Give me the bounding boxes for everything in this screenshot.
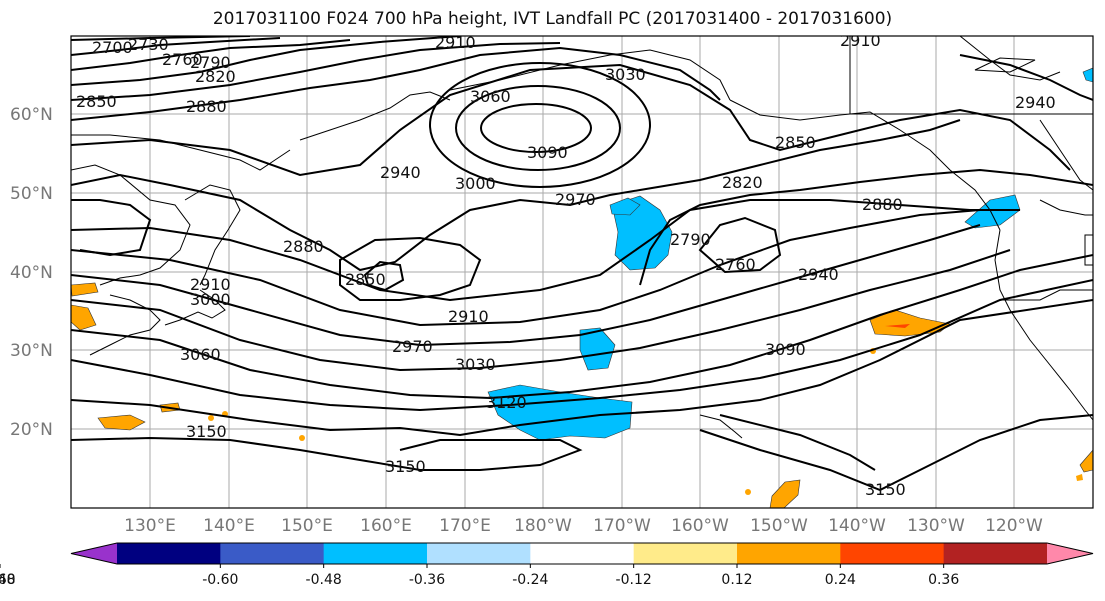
contour-label: 2850 <box>775 133 816 152</box>
contour-label: 3150 <box>186 422 227 441</box>
contour-label: 2880 <box>862 195 903 214</box>
colorbar-tick-label: -0.48 <box>306 572 342 588</box>
lat-label: 60°N <box>10 105 53 125</box>
contour-label: 2700 <box>92 38 133 57</box>
colorbar-tick-label: -0.36 <box>409 572 445 588</box>
contour-label: 3090 <box>527 143 568 162</box>
colorbar-tick-label: 0.48 <box>0 572 16 588</box>
lon-label: 130°E <box>124 516 176 536</box>
colorbar-outline <box>70 542 1094 565</box>
height-contours <box>71 36 1093 492</box>
contour-label: 2880 <box>283 237 324 256</box>
contour-label: 2850 <box>345 270 386 289</box>
latitude-labels: 60°N 50°N 40°N 30°N 20°N <box>10 105 53 440</box>
contour-label: 2910 <box>448 307 489 326</box>
colorbar-segment <box>943 543 1048 564</box>
contour-label: 2760 <box>162 50 203 69</box>
colorbar-segment <box>117 543 221 564</box>
contour-label: 2850 <box>76 92 117 111</box>
map-frame <box>70 35 1094 509</box>
lat-label: 50°N <box>10 184 53 204</box>
colorbar-tick-label: -0.12 <box>616 572 652 588</box>
colorbar-tick-label: -0.24 <box>512 572 548 588</box>
colorbar-tick-label: 0.12 <box>721 572 752 588</box>
contour-label: 2820 <box>195 67 236 86</box>
lon-label: 160°W <box>671 516 729 536</box>
contour-label: 2880 <box>186 97 227 116</box>
contour-label: 2730 <box>128 35 169 54</box>
lon-label: 130°W <box>907 516 965 536</box>
colorbar-segment <box>530 543 635 564</box>
contour-label: 2940 <box>798 265 839 284</box>
colorbar-segment <box>633 543 738 564</box>
lon-label: 150°W <box>750 516 808 536</box>
lon-label: 160°E <box>360 516 412 536</box>
contour-label: 3000 <box>455 174 496 193</box>
colorbar-segment <box>323 543 428 564</box>
lon-label: 170°E <box>439 516 491 536</box>
contour-label: 3150 <box>385 457 426 476</box>
lon-label: 150°E <box>281 516 333 536</box>
coastlines <box>71 36 1093 439</box>
colorbar-extend-high <box>1047 543 1093 564</box>
colorbar: -0.60 -0.48 -0.36 -0.24 -0.12 0.12 0.24 0.36 0.4… <box>0 542 1094 588</box>
colorbar-tick-label: -0.60 <box>202 572 238 588</box>
contour-label: 2970 <box>392 337 433 356</box>
contour-label: 2940 <box>1015 93 1056 112</box>
contour-label: 3060 <box>470 87 511 106</box>
lon-label: 140°E <box>203 516 255 536</box>
lon-label: 140°W <box>828 516 886 536</box>
lat-label: 40°N <box>10 263 53 283</box>
contour-label: 2790 <box>190 53 231 72</box>
contour-label: 2970 <box>555 190 596 209</box>
lon-label: 180°W <box>514 516 572 536</box>
map-title: 2017031100 F024 700 hPa height, IVT Land… <box>212 9 893 29</box>
colorbar-segment <box>427 543 531 564</box>
lat-label: 30°N <box>10 341 53 361</box>
contour-label: 3060 <box>180 345 221 364</box>
lon-label: 120°W <box>985 516 1043 536</box>
colorbar-segment <box>220 543 325 564</box>
colorbar-extend-low <box>71 543 117 564</box>
lat-label: 20°N <box>10 420 53 440</box>
colorbar-tick-label: 0.24 <box>825 572 856 588</box>
contour-label: 2760 <box>715 255 756 274</box>
longitude-labels: 130°E 140°E 150°E 160°E 170°E 180°W 170°… <box>124 516 1043 536</box>
contour-label: 3120 <box>486 393 527 412</box>
contour-label: 2910 <box>840 31 881 50</box>
contour-label: 3150 <box>865 480 906 499</box>
contour-label: 3030 <box>455 355 496 374</box>
colorbar-segment <box>840 543 945 564</box>
contour-label: 3090 <box>765 340 806 359</box>
contour-label: 2790 <box>670 230 711 249</box>
contour-label: 2940 <box>380 163 421 182</box>
contour-label: 3000 <box>190 290 231 309</box>
contour-labels: 2700 2730 2760 2790 2820 2850 2880 2910 … <box>76 31 1056 499</box>
lon-label: 170°W <box>593 516 651 536</box>
colorbar-tick-label: 0.60 <box>0 572 16 588</box>
colorbar-segment <box>737 543 841 564</box>
colorbar-tick-label: 0.36 <box>928 572 959 588</box>
contour-label: 2820 <box>722 173 763 192</box>
contour-label: 2910 <box>190 275 231 294</box>
contour-label: 3030 <box>605 65 646 84</box>
contour-label: 2910 <box>435 33 476 52</box>
